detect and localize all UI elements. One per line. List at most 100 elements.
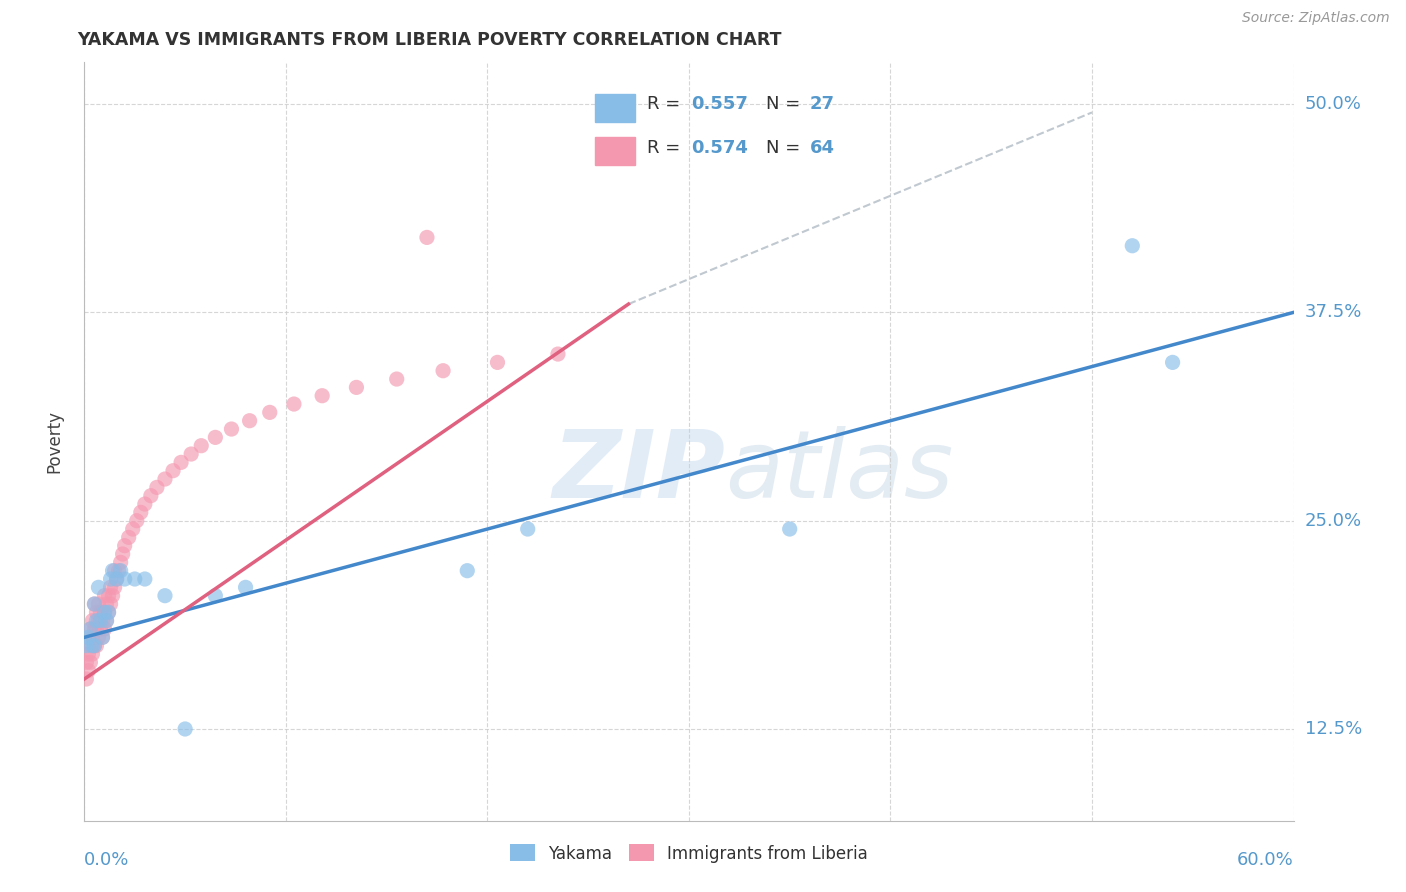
Point [100,580,122,594]
Point [311,389,333,403]
Point [486,355,509,369]
Point [77,664,100,678]
Point [77,647,100,661]
Point [239,414,262,428]
Point [114,572,136,586]
Point [77,631,100,645]
Point [114,539,136,553]
Point [83,622,105,636]
Point [139,489,162,503]
Text: 60.0%: 60.0% [1237,851,1294,869]
Point [91,631,114,645]
Point [170,455,193,469]
Point [75,639,97,653]
Point [110,564,132,578]
Point [174,722,197,736]
Point [79,639,101,653]
Point [221,422,243,436]
Point [385,372,408,386]
Point [416,230,439,244]
Point [96,597,118,611]
Point [97,589,120,603]
Point [86,639,108,653]
Point [87,597,110,611]
Text: atlas: atlas [725,426,953,517]
Point [96,614,118,628]
Point [91,631,114,645]
Point [101,564,124,578]
Point [129,505,152,519]
Point [79,656,101,670]
Point [1161,355,1184,369]
Point [124,572,146,586]
Point [82,639,104,653]
Text: Source: ZipAtlas.com: Source: ZipAtlas.com [1241,11,1389,25]
Point [97,605,120,619]
Point [83,597,105,611]
Point [83,639,105,653]
Point [93,605,115,619]
Point [259,405,281,419]
Point [110,555,132,569]
Point [779,522,801,536]
Point [79,622,101,636]
Point [93,589,115,603]
Point [87,580,110,594]
Text: 50.0%: 50.0% [1305,95,1361,113]
Point [89,622,111,636]
Point [121,522,143,536]
Point [204,430,226,444]
Point [93,605,115,619]
Legend: Yakama, Immigrants from Liberia: Yakama, Immigrants from Liberia [503,838,875,869]
Point [101,589,124,603]
Point [235,580,257,594]
Point [100,597,122,611]
Point [83,597,105,611]
Point [86,605,108,619]
Text: 0.0%: 0.0% [84,851,129,869]
Point [111,547,134,561]
Point [75,656,97,670]
Point [93,622,115,636]
Point [104,564,127,578]
Point [1121,238,1143,252]
Point [180,447,202,461]
Point [83,639,105,653]
Point [134,497,156,511]
Point [82,631,104,645]
Point [162,464,184,478]
Point [456,564,478,578]
Point [82,647,104,661]
Point [153,589,176,603]
Point [107,564,129,578]
Point [79,622,101,636]
Point [82,614,104,628]
Point [86,622,108,636]
Point [97,605,120,619]
Point [75,672,97,686]
Point [134,572,156,586]
Point [346,380,368,394]
Point [105,572,128,586]
Point [547,347,569,361]
Text: 25.0%: 25.0% [1305,512,1362,530]
Point [118,530,141,544]
Y-axis label: Poverty: Poverty [45,410,63,473]
Point [104,580,127,594]
Point [87,614,110,628]
Point [89,614,111,628]
Point [516,522,538,536]
Point [86,614,108,628]
Point [105,572,128,586]
Point [283,397,305,411]
Point [89,605,111,619]
Point [125,514,148,528]
Point [96,614,118,628]
Point [87,631,110,645]
Text: 12.5%: 12.5% [1305,720,1362,738]
Point [153,472,176,486]
Text: 37.5%: 37.5% [1305,303,1362,321]
Text: ZIP: ZIP [553,425,725,518]
Point [146,480,169,494]
Point [100,572,122,586]
